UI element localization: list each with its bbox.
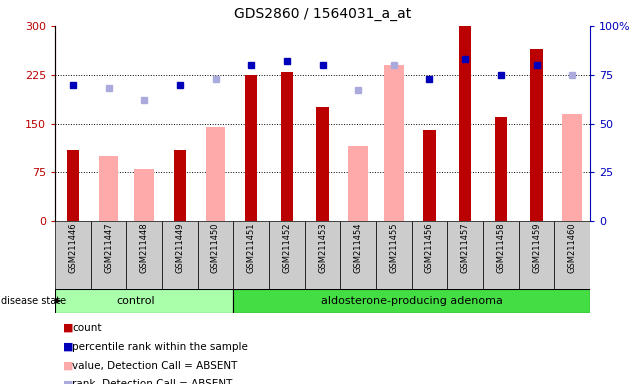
Text: control: control bbox=[116, 296, 154, 306]
Text: ■: ■ bbox=[63, 379, 74, 384]
Bar bbox=[316, 107, 329, 221]
Text: disease state: disease state bbox=[1, 296, 66, 306]
Bar bbox=[233, 221, 269, 289]
Bar bbox=[205, 127, 226, 221]
Bar bbox=[483, 221, 518, 289]
Text: GSM211458: GSM211458 bbox=[496, 222, 505, 273]
Text: GSM211459: GSM211459 bbox=[532, 222, 541, 273]
Text: GSM211450: GSM211450 bbox=[211, 222, 220, 273]
Bar bbox=[245, 75, 258, 221]
Text: value, Detection Call = ABSENT: value, Detection Call = ABSENT bbox=[72, 361, 238, 371]
Bar bbox=[384, 65, 404, 221]
Text: GSM211457: GSM211457 bbox=[461, 222, 470, 273]
Bar bbox=[91, 221, 127, 289]
Bar bbox=[233, 289, 590, 313]
Text: percentile rank within the sample: percentile rank within the sample bbox=[72, 342, 248, 352]
Bar bbox=[530, 49, 542, 221]
Title: GDS2860 / 1564031_a_at: GDS2860 / 1564031_a_at bbox=[234, 7, 411, 21]
Bar bbox=[55, 221, 91, 289]
Text: GSM211455: GSM211455 bbox=[389, 222, 398, 273]
Text: GSM211448: GSM211448 bbox=[140, 222, 149, 273]
Text: GSM211451: GSM211451 bbox=[247, 222, 256, 273]
Text: ■: ■ bbox=[63, 323, 74, 333]
Text: GSM211460: GSM211460 bbox=[568, 222, 576, 273]
Text: rank, Detection Call = ABSENT: rank, Detection Call = ABSENT bbox=[72, 379, 233, 384]
Bar bbox=[376, 221, 411, 289]
Text: count: count bbox=[72, 323, 102, 333]
Bar bbox=[495, 117, 507, 221]
Bar bbox=[518, 221, 554, 289]
Text: ▶: ▶ bbox=[55, 296, 61, 306]
Bar bbox=[563, 114, 582, 221]
Text: ■: ■ bbox=[63, 361, 74, 371]
Bar bbox=[55, 289, 233, 313]
Text: GSM211452: GSM211452 bbox=[282, 222, 291, 273]
Text: GSM211454: GSM211454 bbox=[353, 222, 363, 273]
Text: GSM211447: GSM211447 bbox=[104, 222, 113, 273]
Bar bbox=[554, 221, 590, 289]
Bar bbox=[99, 156, 118, 221]
Text: aldosterone-producing adenoma: aldosterone-producing adenoma bbox=[321, 296, 503, 306]
Bar bbox=[67, 149, 79, 221]
Text: ■: ■ bbox=[63, 342, 74, 352]
Bar bbox=[127, 221, 162, 289]
Text: GSM211453: GSM211453 bbox=[318, 222, 327, 273]
Bar bbox=[447, 221, 483, 289]
Bar bbox=[411, 221, 447, 289]
Text: GSM211449: GSM211449 bbox=[175, 222, 185, 273]
Bar bbox=[280, 71, 293, 221]
Text: GSM211446: GSM211446 bbox=[68, 222, 77, 273]
Bar bbox=[340, 221, 376, 289]
Bar bbox=[305, 221, 340, 289]
Bar bbox=[174, 149, 186, 221]
Bar bbox=[134, 169, 154, 221]
Text: GSM211456: GSM211456 bbox=[425, 222, 434, 273]
Bar bbox=[459, 26, 471, 221]
Bar bbox=[348, 146, 368, 221]
Bar bbox=[269, 221, 305, 289]
Bar bbox=[423, 130, 436, 221]
Bar bbox=[162, 221, 198, 289]
Bar bbox=[198, 221, 233, 289]
